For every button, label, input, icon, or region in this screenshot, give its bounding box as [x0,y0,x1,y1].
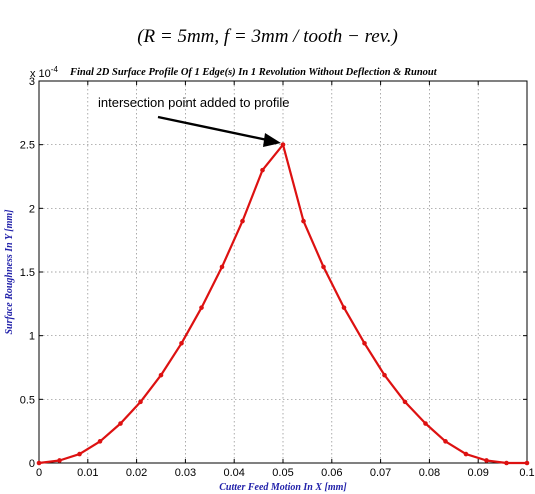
data-point [504,460,509,466]
data-point [158,372,164,378]
data-point [423,421,428,426]
data-point [199,305,204,310]
data-point [57,458,62,463]
x-tick-label: 0.02 [126,467,147,479]
data-point [36,460,42,466]
data-point [463,451,469,457]
x-tick-label: 0.03 [175,467,196,479]
data-point [402,399,408,405]
data-point [443,439,448,444]
data-point [382,372,387,378]
chart-title: Final 2D Surface Profile Of 1 Edge(s) In… [69,67,438,78]
y-tick-label: 1 [29,331,35,343]
data-point [138,399,143,405]
x-tick-label: 0.05 [272,467,293,479]
data-point [484,458,489,463]
data-point [240,218,245,224]
x-tick-label: 0.1 [519,467,534,479]
data-point [118,421,123,426]
y-tick-label: 2 [29,203,35,215]
y-axis-label: Surface Roughness In Y [mm] [4,209,15,335]
data-point [97,439,103,444]
x-tick-label: 0.01 [77,467,98,479]
data-point [260,167,265,173]
data-point [341,305,347,310]
y-axis: 0 0.5 1 1.5 2 2.5 3 [20,76,527,470]
y-tick-label: 3 [29,76,35,88]
data-point [179,341,184,346]
profile-series [36,142,530,466]
y-tick-label: 2.5 [20,140,35,152]
data-point [362,341,367,346]
x-tick-label: 0.08 [419,467,440,479]
data-point [219,264,225,270]
equation-caption: (R = 5mm, f = 3mm / tooth − rev.) [137,26,398,47]
data-point [301,218,306,224]
data-point [321,264,326,270]
x-tick-label: 0.07 [370,467,391,479]
y-tick-label: 0.5 [20,394,35,406]
annotation-text: intersection point added to profile [98,95,290,110]
x-tick-label: 0.06 [321,467,342,479]
x-axis: 0 0.01 0.02 0.03 0.04 0.05 0.06 0.07 0.08 0.09 0.1 [36,81,535,479]
data-point [524,460,530,466]
x-tick-label: 0.04 [223,467,244,479]
data-point [280,142,286,147]
x-tick-label: 0 [36,467,42,479]
x-tick-label: 0.09 [467,467,488,479]
annotation-arrow-head [263,133,281,147]
annotation-arrow-shaft [157,115,273,143]
profile-line [38,143,527,465]
y-tick-label: 1.5 [20,267,35,279]
data-point [77,451,82,457]
y-exponent-label: x 10-4 [30,65,58,80]
y-tick-label: 0 [29,458,35,470]
grid [39,81,527,463]
x-axis-label: Cutter Feed Motion In X [mm] [219,482,347,493]
